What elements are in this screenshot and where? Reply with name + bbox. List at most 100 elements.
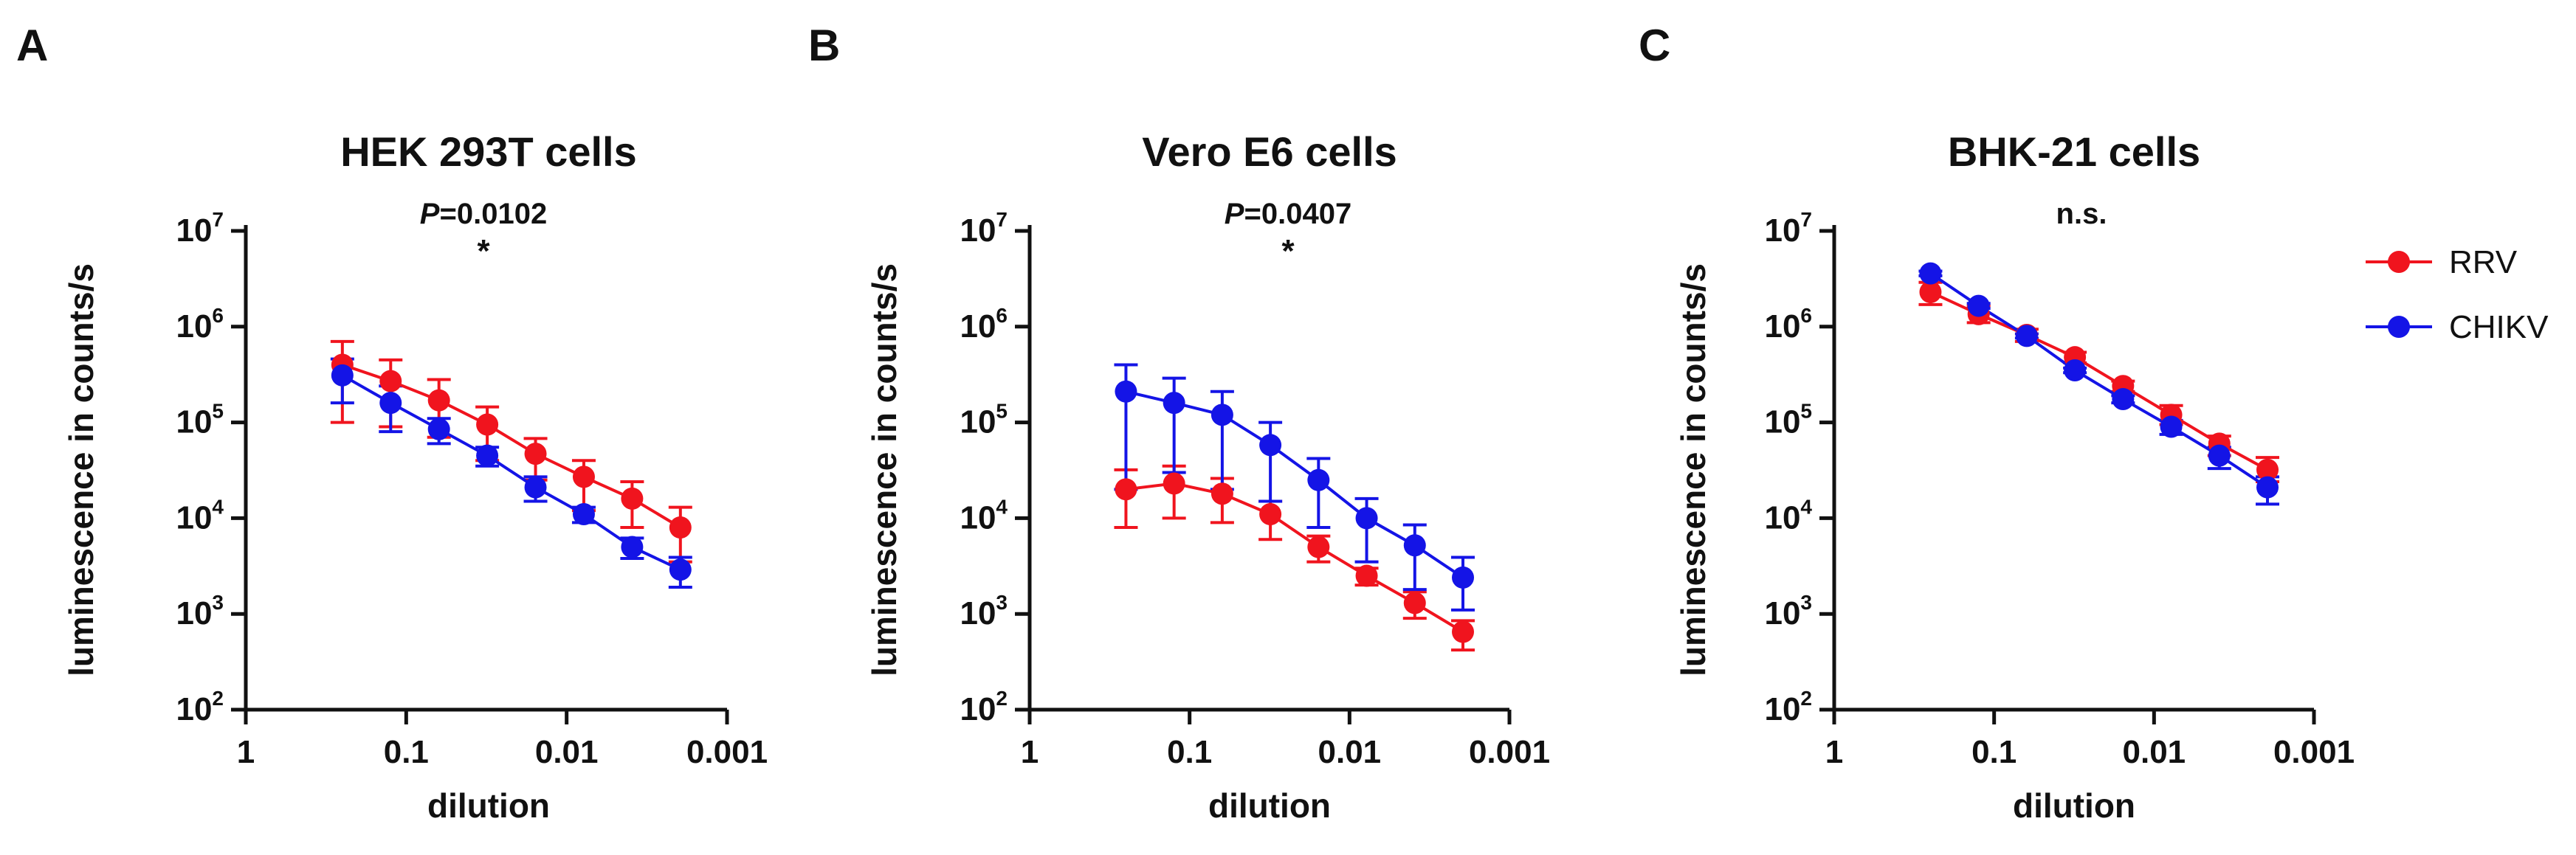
data-points [1115,380,1475,643]
x-tick-label: 1 [237,734,255,770]
panel-letter: B [808,21,840,70]
data-point-chikv [669,558,692,581]
data-point-rrv [1115,478,1137,501]
legend-marker-rrv [2388,251,2410,273]
chart-title: BHK-21 cells [1948,128,2200,175]
y-tick-base: 10 [960,595,996,631]
y-tick-base: 10 [1764,691,1800,727]
data-point-chikv [427,418,450,440]
y-tick-base: 10 [960,308,996,345]
y-tick-label: 107 [1764,208,1812,249]
legend-item-rrv: RRV [2366,244,2518,280]
y-tick-exponent: 6 [212,304,224,327]
y-tick-base: 10 [1764,595,1800,631]
p-value-label: P=0.0102 [420,198,547,230]
y-axis-label: luminescence in counts/s [1674,263,1712,676]
significance-marker: * [1281,233,1295,269]
x-tick-label: 0.1 [1167,734,1212,770]
panel-vero-e6: B Vero E6 cells P=0.0407 * luminescence … [808,21,1550,825]
x-tick-label: 0.01 [2123,734,2186,770]
data-point-chikv [524,476,547,499]
y-tick-label: 107 [176,208,224,249]
y-tick-exponent: 5 [996,400,1008,423]
y-tick-label: 103 [1764,591,1812,631]
x-axis-label: dilution [2013,786,2135,825]
y-tick-exponent: 6 [1800,304,1812,327]
data-point-rrv [621,487,644,510]
y-tick-label: 106 [176,304,224,345]
data-point-chikv [331,364,354,387]
data-point-chikv [1452,566,1475,589]
data-point-rrv [476,413,499,436]
legend-item-chikv: CHIKV [2366,309,2549,345]
data-point-chikv [1210,404,1233,426]
p-symbol: P [1225,198,1244,230]
y-tick-base: 10 [1764,404,1800,440]
data-point-rrv [1355,564,1378,587]
data-point-chikv [379,392,402,415]
x-tick-label: 0.01 [1318,734,1382,770]
y-tick-base: 10 [1764,499,1800,536]
data-points [1919,262,2279,499]
error-bar-chikv [1306,457,1331,529]
y-tick-base: 10 [960,212,996,249]
data-point-chikv [621,536,644,558]
data-point-rrv [1210,482,1233,505]
y-tick-exponent: 4 [212,495,224,518]
data-point-rrv [524,443,547,465]
y-tick-base: 10 [176,212,212,249]
y-tick-base: 10 [176,499,212,536]
y-tick-exponent: 5 [212,400,224,423]
data-point-rrv [379,370,402,392]
y-tick-base: 10 [960,691,996,727]
panel-letter: A [16,21,48,70]
y-tick-exponent: 7 [212,208,224,231]
x-tick-label: 1 [1825,734,1843,770]
y-tick-label: 106 [960,304,1008,345]
data-points [331,353,692,581]
y-axis-label: luminescence in counts/s [62,263,100,676]
x-tick-label: 0.001 [2273,734,2355,770]
data-point-rrv [1259,503,1282,526]
y-tick-label: 105 [1764,400,1812,440]
data-point-chikv [1967,294,1990,317]
chart-title: HEK 293T cells [340,128,637,175]
panel-hek293t: A HEK 293T cells P=0.0102 * luminescence… [16,21,768,825]
data-point-chikv [2256,476,2279,499]
data-point-chikv [1163,392,1185,415]
y-tick-exponent: 2 [1800,687,1812,710]
data-point-chikv [1355,507,1378,530]
panel-bhk21: C BHK-21 cells n.s. luminescence in coun… [1639,21,2355,825]
data-point-rrv [1452,620,1475,643]
y-tick-exponent: 3 [1800,591,1812,614]
data-point-rrv [1307,536,1330,558]
p-symbol: P [420,198,440,230]
x-tick-label: 0.1 [384,734,429,770]
data-point-chikv [476,444,499,467]
p-value: =0.0407 [1244,198,1351,230]
y-tick-exponent: 3 [212,591,224,614]
x-axis-label: dilution [1208,786,1331,825]
y-tick-exponent: 6 [996,304,1008,327]
y-tick-label: 104 [1764,495,1812,536]
y-tick-label: 106 [1764,304,1812,345]
y-tick-label: 105 [176,400,224,440]
chart-title: Vero E6 cells [1142,128,1397,175]
data-point-rrv [427,389,450,412]
y-tick-label: 107 [960,208,1008,249]
x-tick-label: 0.001 [1469,734,1550,770]
significance-marker: * [477,233,490,269]
y-tick-base: 10 [176,308,212,345]
data-point-chikv [1307,468,1330,491]
y-tick-label: 105 [960,400,1008,440]
legend-label-chikv: CHIKV [2449,309,2549,345]
x-tick-label: 0.001 [686,734,768,770]
y-tick-base: 10 [176,404,212,440]
y-tick-exponent: 4 [1800,495,1812,518]
data-point-chikv [2160,415,2183,438]
data-point-chikv [572,503,595,526]
y-tick-exponent: 4 [996,495,1008,518]
data-point-rrv [1403,592,1426,615]
